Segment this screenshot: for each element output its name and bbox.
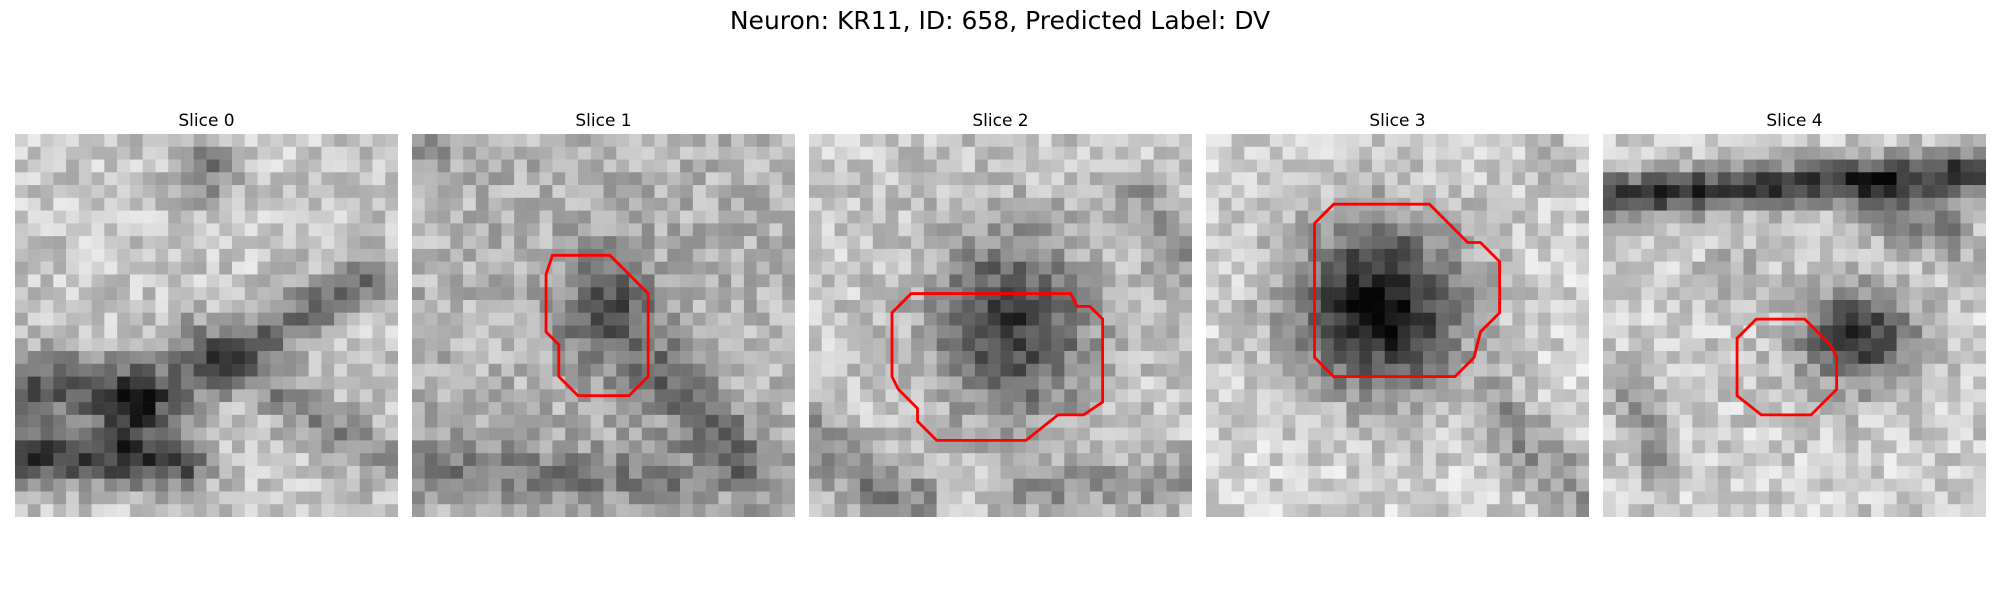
slice-panel-3: Slice 3 — [1206, 108, 1589, 517]
contour-outline-4 — [1735, 317, 1839, 417]
slice-image-4 — [1603, 134, 1986, 517]
slice-image-2 — [809, 134, 1192, 517]
contour-outline-3 — [1313, 202, 1502, 378]
slice-image-1 — [412, 134, 795, 517]
slice-title-2: Slice 2 — [972, 111, 1029, 131]
figure-title: Neuron: KR11, ID: 658, Predicted Label: … — [729, 6, 1271, 35]
slice-panel-4: Slice 4 — [1603, 108, 1986, 517]
contour-outline-2 — [890, 292, 1105, 442]
slice-title-4: Slice 4 — [1766, 111, 1823, 131]
slice-title-3: Slice 3 — [1369, 111, 1426, 131]
slice-image-0 — [15, 134, 398, 517]
slice-panel-0: Slice 0 — [15, 108, 398, 517]
slice-panel-2: Slice 2 — [809, 108, 1192, 517]
slice-panel-1: Slice 1 — [412, 108, 795, 517]
slice-title-1: Slice 1 — [575, 111, 632, 131]
slice-title-0: Slice 0 — [178, 111, 235, 131]
slice-image-3 — [1206, 134, 1589, 517]
contour-outline-1 — [544, 253, 650, 398]
